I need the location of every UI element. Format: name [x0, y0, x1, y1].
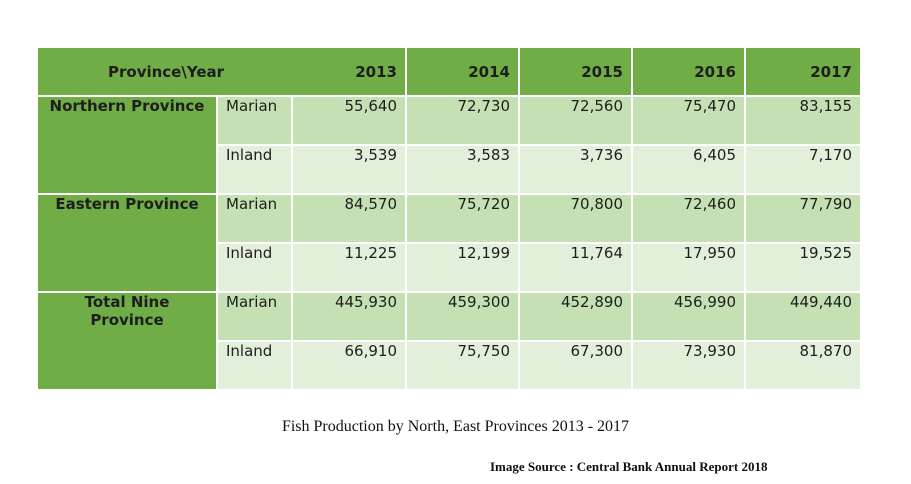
header-row: Province\Year 2013 2014 2015 2016 2017: [38, 48, 860, 97]
value-cell: 81,870: [746, 342, 860, 391]
table-row: Eastern Province Marian 84,570 75,720 70…: [38, 195, 860, 293]
value-cell: 17,950: [633, 244, 746, 293]
value-cell: 3,539: [293, 146, 407, 195]
value-cell: 456,990: [633, 293, 746, 342]
type-cell: Inland: [218, 146, 293, 195]
value-cell: 7,170: [746, 146, 860, 195]
year-header: 2013: [293, 48, 407, 97]
value-cell: 72,560: [520, 97, 633, 146]
image-source-note: Image Source : Central Bank Annual Repor…: [490, 459, 768, 474]
value-cell: 3,583: [407, 146, 520, 195]
year-header: 2016: [633, 48, 746, 97]
province-cell: Eastern Province: [38, 195, 218, 293]
value-cell: 6,405: [633, 146, 746, 195]
value-cell: 75,720: [407, 195, 520, 244]
type-cell: Marian: [218, 195, 293, 244]
corner-header: Province\Year: [38, 48, 224, 97]
value-cell: 73,930: [633, 342, 746, 391]
value-cell: 77,790: [746, 195, 860, 244]
table-row: Inland 3,539 3,583 3,736 6,405 7,170: [38, 146, 860, 195]
value-cell: 75,750: [407, 342, 520, 391]
value-cell: 19,525: [746, 244, 860, 293]
value-cell: 67,300: [520, 342, 633, 391]
table-row: Inland 66,910 75,750 67,300 73,930 81,87…: [38, 342, 860, 391]
table-row: Inland 11,225 12,199 11,764 17,950 19,52…: [38, 244, 860, 293]
province-cell: Northern Province: [38, 97, 218, 195]
year-header: 2014: [407, 48, 520, 97]
blank-header: [218, 48, 293, 97]
value-cell: 70,800: [520, 195, 633, 244]
value-cell: 12,199: [407, 244, 520, 293]
value-cell: 459,300: [407, 293, 520, 342]
value-cell: 11,764: [520, 244, 633, 293]
value-cell: 75,470: [633, 97, 746, 146]
table-row: Total Nine Province Marian 445,930 459,3…: [38, 293, 860, 391]
value-cell: 66,910: [293, 342, 407, 391]
year-header: 2015: [520, 48, 633, 97]
value-cell: 84,570: [293, 195, 407, 244]
value-cell: 3,736: [520, 146, 633, 195]
value-cell: 445,930: [293, 293, 407, 342]
value-cell: 72,460: [633, 195, 746, 244]
table-caption: Fish Production by North, East Provinces…: [281, 418, 630, 435]
value-cell: 72,730: [407, 97, 520, 146]
value-cell: 11,225: [293, 244, 407, 293]
type-cell: Inland: [218, 244, 293, 293]
value-cell: 55,640: [293, 97, 407, 146]
type-cell: Marian: [218, 97, 293, 146]
year-header: 2017: [746, 48, 860, 97]
province-cell: Total Nine Province: [38, 293, 218, 391]
type-cell: Inland: [218, 342, 293, 391]
type-cell: Marian: [218, 293, 293, 342]
value-cell: 83,155: [746, 97, 860, 146]
fish-production-table: Province\Year 2013 2014 2015 2016 2017 N…: [38, 48, 860, 391]
table-row: Northern Province Marian 55,640 72,730 7…: [38, 97, 860, 195]
value-cell: 449,440: [746, 293, 860, 342]
value-cell: 452,890: [520, 293, 633, 342]
